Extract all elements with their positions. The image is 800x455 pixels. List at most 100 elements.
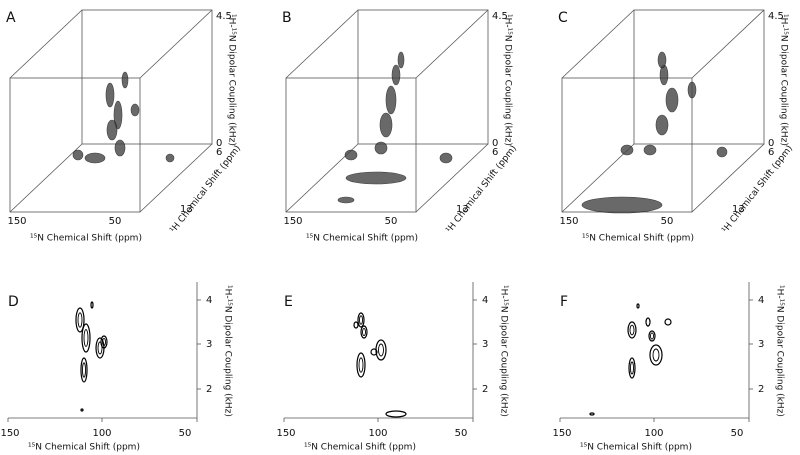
contour	[356, 352, 366, 378]
x-label: ¹⁵N Chemical Shift (ppm)	[304, 443, 416, 453]
x-tick: 50	[385, 216, 398, 227]
contour	[102, 337, 106, 347]
x-label: ¹⁵N Chemical Shift (ppm)	[580, 443, 692, 453]
panel-label: D	[8, 294, 19, 310]
cube-edge	[691, 9, 765, 79]
z-tick: 0	[768, 138, 774, 149]
contour	[90, 301, 94, 309]
cube-front	[9, 77, 141, 213]
panel-label: C	[558, 10, 568, 26]
z-tick: 0	[492, 138, 498, 149]
contour	[628, 357, 636, 379]
peak	[84, 152, 106, 164]
x-label: ¹⁵N Chemical Shift (ppm)	[30, 234, 142, 244]
peak	[657, 51, 667, 69]
peak	[165, 153, 175, 163]
panel-2d: 150 100 50 4 3 2 E ¹⁵N Chemical Shift (ppm) ¹H-¹…	[276, 282, 509, 453]
y-tick: 4	[482, 295, 488, 306]
contour	[629, 324, 635, 336]
x-label: ¹⁵N Chemical Shift (ppm)	[306, 234, 418, 244]
contour	[378, 343, 384, 357]
cube-back	[81, 9, 213, 145]
contour	[77, 312, 83, 328]
panel-2d: 150 100 50 4 3 2 D ¹⁵N Chemical Shift (ppm) ¹H-¹…	[0, 282, 233, 453]
y-tick: 3	[206, 339, 212, 350]
contour	[81, 323, 91, 353]
peak	[121, 71, 129, 89]
contour	[357, 312, 365, 328]
x-tick: 100	[368, 428, 387, 439]
x-tick: 150	[0, 428, 19, 439]
cube-edge	[415, 9, 489, 79]
peak	[130, 103, 140, 117]
y-tick: 4	[206, 295, 212, 306]
contour	[636, 303, 640, 309]
h-tick: 6	[768, 147, 774, 158]
x-label: ¹⁵N Chemical Shift (ppm)	[28, 443, 140, 453]
y-tick: 2	[206, 384, 212, 395]
cube-edge	[139, 143, 213, 213]
peak	[106, 119, 118, 141]
peak	[391, 64, 401, 86]
peak	[114, 139, 126, 157]
peak	[337, 196, 355, 204]
peak	[72, 149, 84, 161]
peak	[374, 141, 388, 155]
x-tick: 100	[92, 428, 111, 439]
peak	[379, 112, 393, 138]
peak	[581, 196, 663, 214]
contour	[370, 348, 378, 356]
z-tick: 0	[216, 138, 222, 149]
x-tick: 150	[276, 428, 295, 439]
cube-edge	[9, 9, 83, 79]
x-tick: 150	[283, 216, 302, 227]
x-tick: 50	[109, 216, 122, 227]
peak	[620, 144, 634, 156]
y-tick: 2	[482, 384, 488, 395]
contour	[589, 412, 595, 416]
contour	[664, 318, 672, 326]
h-label: ¹H Chemical Shift (ppm)	[720, 144, 795, 236]
contour	[80, 408, 84, 412]
y-tick: 3	[758, 339, 764, 350]
peak	[397, 51, 405, 69]
peak	[655, 114, 669, 136]
panel-label: B	[282, 10, 292, 26]
contour	[358, 357, 364, 373]
cube-edge	[415, 143, 489, 213]
contour	[80, 357, 88, 383]
y-label: ¹H-¹⁵N Dipolar Coupling (kHz)	[775, 285, 785, 417]
contour	[82, 362, 86, 378]
contour	[385, 410, 407, 418]
peak	[344, 149, 358, 161]
h-tick: 6	[492, 147, 498, 158]
cube-edge	[691, 143, 765, 213]
peak	[643, 144, 657, 156]
panel-label: A	[6, 10, 16, 26]
cube-edge	[9, 143, 83, 213]
contour	[75, 307, 85, 333]
cube-front	[285, 77, 417, 213]
x-tick: 150	[7, 216, 26, 227]
contour	[97, 341, 103, 355]
contour	[648, 330, 656, 342]
peak	[385, 85, 397, 115]
z-label: ¹H-¹⁵N Dipolar Coupling (kHz)	[503, 14, 513, 146]
contour	[630, 361, 634, 375]
contour	[100, 335, 108, 349]
cube-edge	[139, 9, 213, 79]
contour	[627, 321, 637, 339]
h-tick: 13	[180, 204, 193, 215]
cube-back	[633, 9, 765, 145]
x-tick: 50	[661, 216, 674, 227]
cube-back	[357, 9, 489, 145]
peak	[113, 100, 123, 130]
peak	[665, 87, 679, 113]
h-label: ¹H Chemical Shift (ppm)	[168, 144, 243, 236]
contour	[360, 325, 368, 339]
y-tick: 3	[482, 339, 488, 350]
cube-edge	[561, 9, 635, 79]
